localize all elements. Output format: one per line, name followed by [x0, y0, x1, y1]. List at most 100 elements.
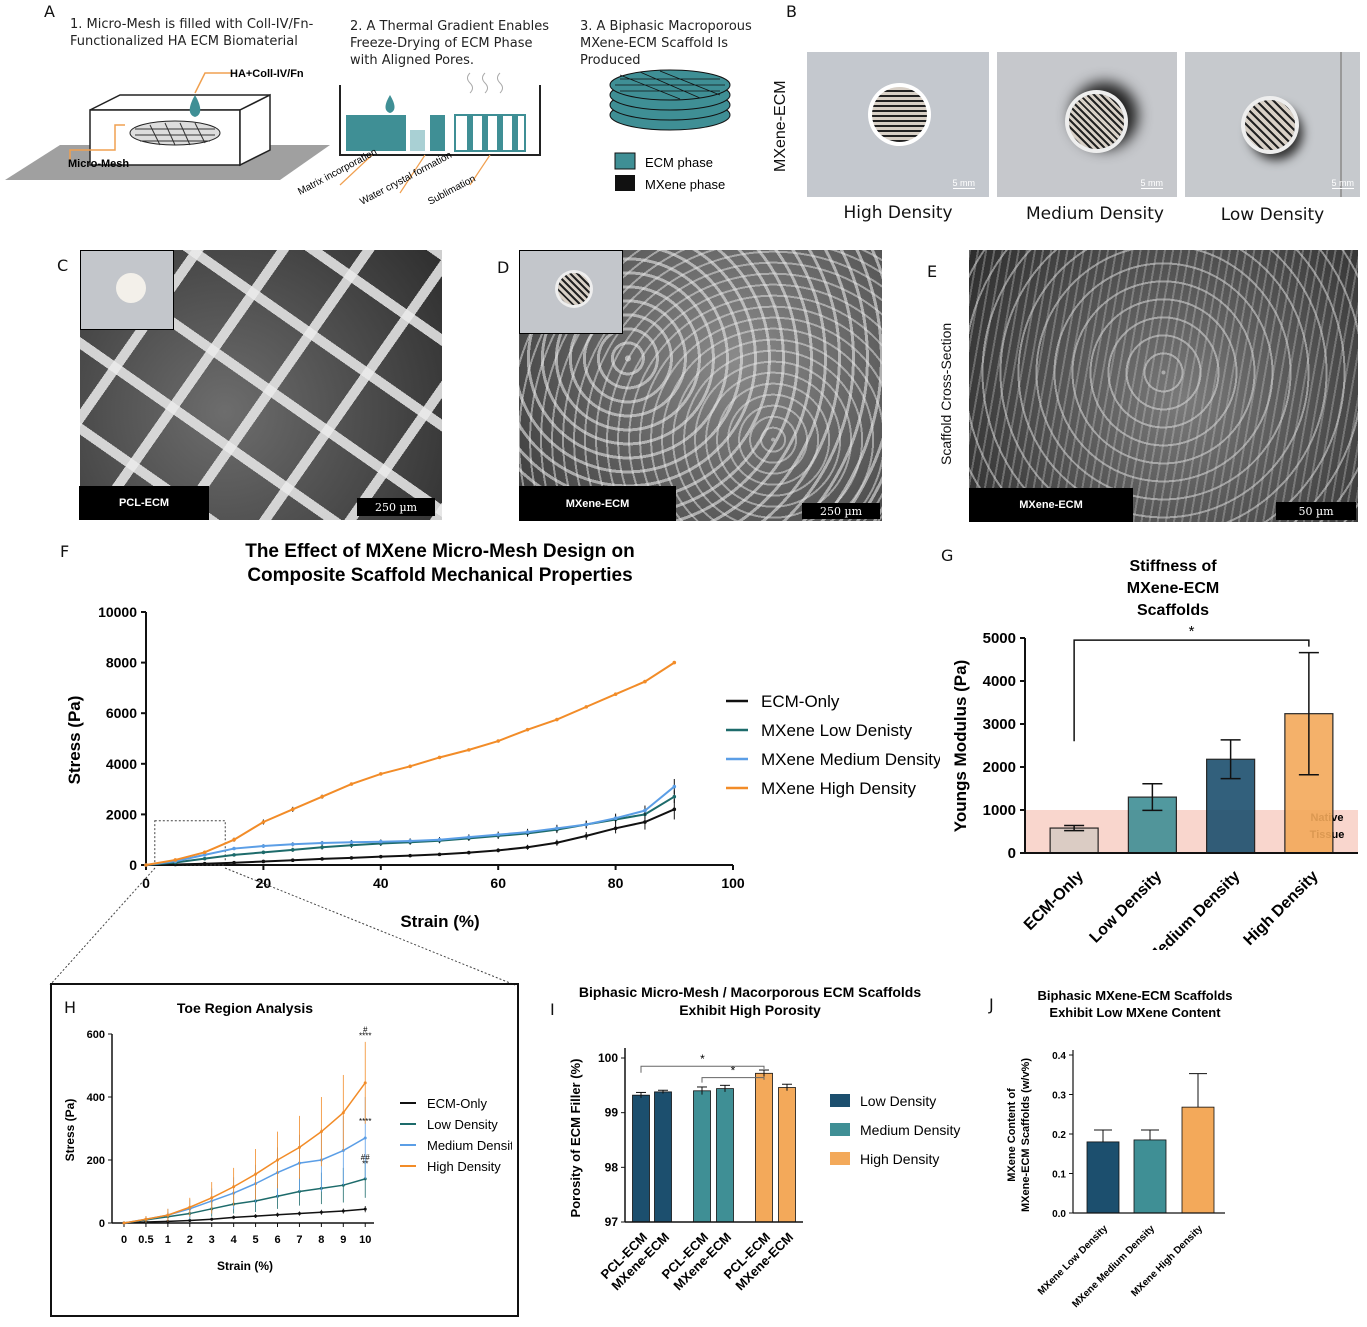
data-point	[349, 840, 354, 845]
y-axis-label: MXene Content of	[1006, 1088, 1018, 1182]
scale-label: 5 mm	[1140, 178, 1163, 189]
data-point	[672, 660, 677, 665]
chart-title: Stiffness of	[1129, 558, 1217, 575]
x-tick-label: 10	[359, 1234, 371, 1246]
x-axis-label: Strain (%)	[400, 912, 479, 931]
significance-label: *	[700, 1052, 705, 1066]
data-point	[341, 1111, 345, 1115]
x-tick-label: 0.5	[138, 1234, 153, 1246]
chart-f: The Effect of MXene Micro-Mesh Design on…	[65, 541, 940, 931]
chart-title: Biphasic MXene-ECM Scaffolds	[1037, 988, 1232, 1003]
x-tick-label: 8	[318, 1234, 324, 1246]
data-point	[188, 1205, 192, 1209]
mesh-leader-line	[69, 124, 125, 160]
y-tick-label: 3000	[983, 716, 1016, 733]
sem-image-cross-section	[969, 250, 1358, 522]
legend-label: MXene High Density	[761, 779, 916, 798]
data-point	[672, 784, 677, 789]
panel-letter-b: B	[786, 2, 797, 21]
droplet-icon	[189, 95, 201, 117]
panel-letter-i: I	[550, 1000, 555, 1019]
mesh-label: Micro-Mesh	[68, 158, 129, 170]
data-point	[437, 852, 442, 857]
y-axis-label: Stress (Pa)	[65, 696, 84, 785]
legend-label: Low Density	[860, 1093, 936, 1109]
y-tick-label: 2000	[106, 806, 137, 822]
legend-ecm-swatch	[614, 152, 636, 170]
panel-letter-d: D	[497, 258, 510, 277]
data-point	[232, 846, 236, 851]
y-tick-label: 4000	[106, 756, 137, 772]
annotation: ##	[361, 1153, 370, 1162]
legend-mxene-label: MXene phase	[645, 177, 725, 192]
data-point	[290, 842, 295, 847]
data-point	[363, 1207, 367, 1211]
panel-a-schematic: HA+Coll-IV/Fn Micro-Mesh Matrix incorpor…	[5, 68, 731, 208]
data-point	[341, 1209, 345, 1213]
chart-i: Biphasic Micro-Mesh / Macorporous ECM Sc…	[568, 984, 960, 1293]
label-medium-density: Medium Density	[1025, 204, 1164, 224]
data-point	[467, 748, 471, 752]
legend-mxene-swatch	[615, 175, 635, 191]
x-tick-label: 7	[296, 1234, 302, 1246]
data-point	[232, 853, 236, 857]
data-point	[437, 755, 442, 760]
y-axis-label: Youngs Modulus (Pa)	[951, 660, 970, 833]
ice-column	[410, 130, 425, 151]
annotation: **	[362, 1159, 368, 1168]
significance-bracket	[701, 1077, 765, 1083]
x-tick-label: 5	[253, 1234, 259, 1246]
chart-j: Biphasic MXene-ECM Scaffolds Exhibit Low …	[1006, 988, 1233, 1310]
chart-title: Exhibit High Porosity	[679, 1002, 821, 1018]
chart-title: Scaffolds	[1137, 602, 1209, 619]
ecm-block-left	[346, 115, 406, 151]
data-point	[363, 1136, 367, 1140]
ha-leader-line	[194, 72, 232, 94]
data-point	[349, 782, 354, 786]
data-point	[525, 830, 530, 834]
inset-photo	[519, 250, 623, 334]
data-point	[166, 1219, 170, 1223]
y-tick-label: 5000	[983, 630, 1016, 647]
y-axis-label: MXene-ECM Scaffolds (w/v%)	[1020, 1058, 1032, 1212]
legend-label: ECM-Only	[761, 692, 840, 711]
chart-g: Stiffness ofMXene-ECMScaffoldsNativeTiss…	[951, 558, 1358, 950]
data-point	[496, 832, 501, 837]
significance-label: *	[731, 1064, 736, 1078]
x-tick-label: 4	[231, 1234, 238, 1246]
sem-image-pcl-ecm	[80, 250, 442, 520]
data-point	[408, 839, 412, 843]
data-point	[496, 739, 501, 743]
bar	[778, 1087, 796, 1223]
tag-pcl-ecm: PCL-ECM	[79, 486, 209, 520]
y-tick-label: 6000	[106, 705, 137, 721]
panel-a-step3: 3. A Biphasic Macroporous MXene-ECM Scaf…	[580, 19, 752, 68]
data-point	[210, 1196, 214, 1200]
y-axis-label: Porosity of ECM Filler (%)	[568, 1059, 583, 1218]
scaffold-mesh-lines	[615, 70, 725, 100]
data-point	[379, 772, 383, 776]
data-point	[319, 1130, 323, 1134]
data-point	[613, 692, 618, 697]
x-tick-label: 60	[490, 875, 506, 891]
sem-image-mxene-ecm	[519, 250, 882, 521]
panel-b-side-label: MXene-ECM	[772, 80, 789, 172]
data-point	[232, 1215, 236, 1219]
data-point	[261, 820, 266, 824]
data-point	[643, 679, 647, 684]
y-tick-label: 0	[129, 857, 137, 873]
data-point	[254, 1214, 258, 1218]
panel-h-frame	[50, 983, 519, 1317]
x-tick-label: 3	[209, 1234, 215, 1246]
chart-title: MXene-ECM	[1127, 580, 1219, 597]
y-tick-label: 8000	[106, 655, 137, 671]
y-tick-label: 200	[87, 1155, 105, 1167]
y-tick-label: 0.4	[1052, 1051, 1066, 1062]
data-point	[202, 850, 207, 855]
data-point	[672, 794, 677, 799]
data-point	[408, 764, 412, 769]
significance-bracket	[640, 1065, 765, 1073]
x-tick-label: 1	[165, 1234, 171, 1246]
panel-a-step1: 1. Micro-Mesh is filled with Coll-IV/Fn-…	[70, 17, 314, 49]
data-point	[643, 820, 647, 824]
